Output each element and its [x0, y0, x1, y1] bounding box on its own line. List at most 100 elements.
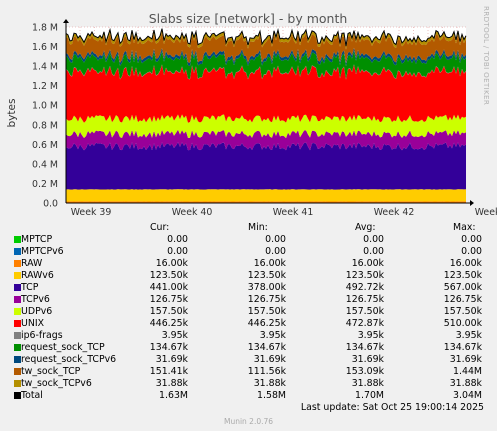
legend-series-name: UNIX — [21, 318, 45, 329]
area-TCP — [66, 142, 466, 190]
legend-swatch — [14, 236, 21, 243]
legend-value-max: 1.44M — [453, 366, 482, 377]
legend-value-avg: 134.67k — [345, 342, 384, 353]
legend-value-min: 157.50k — [247, 306, 286, 317]
legend-swatch — [14, 320, 21, 327]
legend-row: Total 1.63M 1.58M 1.70M 3.04M — [0, 390, 497, 402]
legend-row: RAW 16.00k 16.00k 16.00k 16.00k — [0, 258, 497, 270]
total-line — [65, 27, 467, 47]
legend-row: request_sock_TCPv6 31.69k 31.69k 31.69k 31.6… — [0, 354, 497, 366]
area-request_sock_TCP — [66, 50, 466, 80]
legend-swatch — [14, 344, 21, 351]
y-axis-label: bytes — [6, 99, 18, 128]
legend-value-max: 510.00k — [443, 318, 482, 329]
legend-series-name: ip6-frags — [21, 330, 63, 341]
legend-value-cur: 157.50k — [149, 306, 188, 317]
legend-value-avg: 157.50k — [345, 306, 384, 317]
legend-row: MPTCP 0.00 0.00 0.00 0.00 — [0, 234, 497, 246]
legend-swatch — [14, 272, 21, 279]
legend-series-name: request_sock_TCP — [21, 342, 105, 353]
area-UNIX — [66, 64, 466, 123]
legend-value-min: 3.95k — [259, 330, 286, 341]
legend-value-avg: 0.00 — [363, 246, 384, 257]
legend-header: Cur: Min: Avg: Max: — [0, 222, 497, 234]
legend-value-avg: 3.95k — [357, 330, 384, 341]
x-tick-label: Week 39 — [71, 207, 112, 218]
y-tick-label: 0.6 M — [32, 140, 58, 151]
legend-value-cur: 1.63M — [159, 390, 188, 401]
legend-value-min: 111.56k — [247, 366, 286, 377]
legend-swatch — [14, 356, 21, 363]
legend-value-min: 134.67k — [247, 342, 286, 353]
legend-value-min: 0.00 — [265, 246, 286, 257]
legend-swatch — [14, 284, 21, 291]
rrdtool-credit: RRDTOOL / TOBI OETIKER — [482, 6, 491, 106]
legend-row: MPTCPv6 0.00 0.00 0.00 0.00 — [0, 246, 497, 258]
legend-header-cur: Cur: — [150, 222, 170, 233]
legend-swatch — [14, 332, 21, 339]
legend-row: tw_sock_TCPv6 31.88k 31.88k 31.88k 31.88k — [0, 378, 497, 390]
legend-swatch — [14, 296, 21, 303]
legend-series-name: MPTCPv6 — [21, 246, 64, 257]
legend-value-min: 16.00k — [253, 258, 286, 269]
legend-value-min: 0.00 — [265, 234, 286, 245]
y-tick-label: 1.6 M — [32, 42, 58, 53]
legend-swatch — [14, 368, 21, 375]
y-tick-label: 0.0 — [43, 199, 58, 210]
chart: Slabs size [network] - by month bytes 0.… — [6, 11, 497, 218]
area-ip6-frags — [66, 64, 466, 80]
legend-value-avg: 472.87k — [345, 318, 384, 329]
legend-series-name: Total — [21, 390, 43, 401]
legend-value-max: 3.04M — [453, 390, 482, 401]
y-tick-label: 0.4 M — [32, 159, 58, 170]
axes: 0.0 0.2 M 0.4 M 0.6 M 0.8 M 1.0 M 1.2 M 1.4 M 1.… — [32, 19, 497, 218]
x-tick-label: Week 43 — [475, 207, 497, 218]
legend-series-name: RAW — [21, 258, 43, 269]
legend-value-min: 1.58M — [257, 390, 286, 401]
legend-row: tw_sock_TCP 151.41k 111.56k 153.09k 1.44M — [0, 366, 497, 378]
y-tick-label: 1.0 M — [32, 101, 58, 112]
munin-version: Munin 2.0.76 — [223, 417, 274, 426]
legend-row: UDPv6 157.50k 157.50k 157.50k 157.50k — [0, 306, 497, 318]
legend-series-name: tw_sock_TCP — [21, 366, 81, 377]
y-tick-label: 1.4 M — [32, 62, 58, 73]
legend-value-max: 134.67k — [443, 342, 482, 353]
legend-value-avg: 1.70M — [355, 390, 384, 401]
legend-value-cur: 3.95k — [161, 330, 188, 341]
area-tw_sock_TCP — [66, 32, 466, 64]
legend-value-avg: 123.50k — [345, 270, 384, 281]
y-tick-label: 0.8 M — [32, 120, 58, 131]
legend-value-min: 31.88k — [253, 378, 286, 389]
legend-value-cur: 31.88k — [155, 378, 188, 389]
legend-value-cur: 446.25k — [149, 318, 188, 329]
legend-series-name: TCPv6 — [21, 294, 50, 305]
chart-title: Slabs size [network] - by month — [149, 11, 348, 26]
legend-value-min: 31.69k — [253, 354, 286, 365]
legend-row: RAWv6 123.50k 123.50k 123.50k 123.50k — [0, 270, 497, 282]
area-RAWv6 — [66, 189, 466, 202]
legend-value-min: 126.75k — [247, 294, 286, 305]
area-UDPv6 — [66, 114, 466, 139]
legend-swatch — [14, 308, 21, 315]
last-update: Last update: Sat Oct 25 19:00:14 2025 — [300, 402, 484, 413]
legend-value-max: 123.50k — [443, 270, 482, 281]
legend-series-name: TCP — [21, 282, 39, 293]
legend-swatch — [14, 392, 21, 399]
legend-value-avg: 31.88k — [351, 378, 384, 389]
legend-value-avg: 153.09k — [345, 366, 384, 377]
legend-value-cur: 31.69k — [155, 354, 188, 365]
legend-value-max: 126.75k — [443, 294, 482, 305]
legend-row: ip6-frags 3.95k 3.95k 3.95k 3.95k — [0, 330, 497, 342]
legend-value-max: 31.88k — [449, 378, 482, 389]
legend-series-name: RAWv6 — [21, 270, 54, 281]
legend-row: TCP 441.00k 378.00k 492.72k 567.00k — [0, 282, 497, 294]
area-request_sock_TCPv6 — [66, 47, 466, 67]
legend-value-max: 567.00k — [443, 282, 482, 293]
legend-swatch — [14, 248, 21, 255]
legend-rows: MPTCP 0.00 0.00 0.00 0.00 MPTCPv6 0.00 0.00 0.00… — [0, 234, 497, 402]
x-tick-label: Week 41 — [273, 207, 314, 218]
legend-value-cur: 0.00 — [167, 234, 188, 245]
legend-value-avg: 126.75k — [345, 294, 384, 305]
y-tick-label: 1.2 M — [32, 81, 58, 92]
legend-row: UNIX 446.25k 446.25k 472.87k 510.00k — [0, 318, 497, 330]
